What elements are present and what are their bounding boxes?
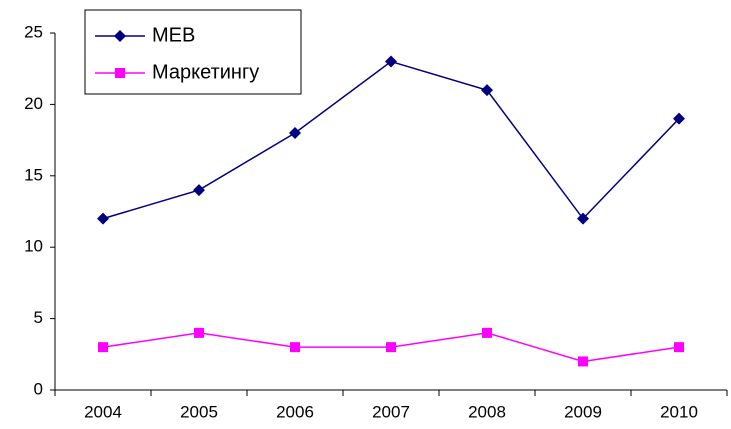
legend-marker xyxy=(115,68,125,78)
x-tick-label: 2006 xyxy=(276,402,314,421)
data-point xyxy=(289,126,301,139)
data-point xyxy=(481,84,493,97)
data-point xyxy=(577,212,589,225)
data-point xyxy=(98,342,108,353)
x-tick-label: 2005 xyxy=(180,402,218,421)
x-tick-label: 2010 xyxy=(660,402,698,421)
data-point xyxy=(578,356,588,367)
y-tick-label: 15 xyxy=(24,165,43,184)
data-point xyxy=(97,212,109,225)
data-point xyxy=(193,184,205,197)
y-tick-label: 25 xyxy=(24,22,43,41)
x-tick-label: 2007 xyxy=(372,402,410,421)
data-point xyxy=(386,342,396,353)
data-point xyxy=(194,327,204,338)
legend-marker xyxy=(114,30,126,42)
legend-label: Маркетингу xyxy=(152,61,259,83)
y-tick-label: 0 xyxy=(34,379,43,398)
x-tick-label: 2009 xyxy=(564,402,602,421)
legend-box xyxy=(84,9,302,95)
data-point xyxy=(673,112,685,125)
data-point xyxy=(385,55,397,68)
x-tick-label: 2004 xyxy=(84,402,122,421)
data-point xyxy=(290,342,300,353)
y-tick-label: 20 xyxy=(24,94,43,113)
y-tick-label: 5 xyxy=(34,308,43,327)
y-tick-label: 10 xyxy=(24,237,43,256)
x-tick-label: 2008 xyxy=(468,402,506,421)
data-point xyxy=(674,342,684,353)
legend-label: МЕВ xyxy=(152,24,195,46)
data-point xyxy=(482,327,492,338)
